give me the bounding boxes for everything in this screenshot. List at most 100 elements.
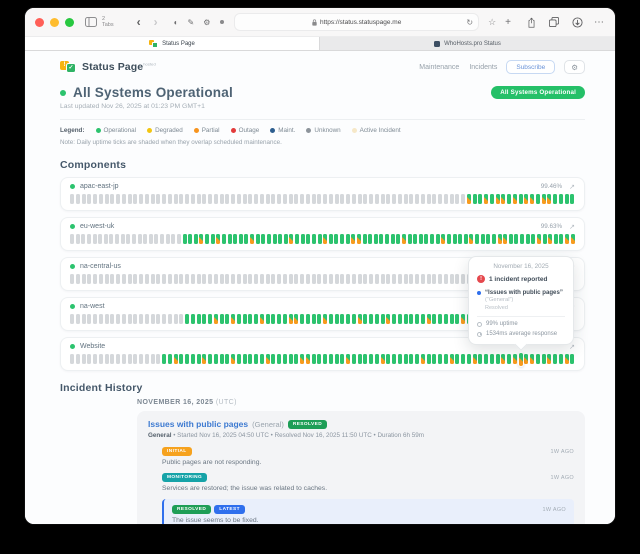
uptime-tick[interactable]	[179, 274, 184, 284]
uptime-tick[interactable]	[435, 234, 440, 244]
uptime-tick[interactable]	[199, 234, 204, 244]
reader-extension-icon[interactable]: ◐	[173, 17, 179, 27]
uptime-tick[interactable]	[167, 354, 172, 364]
uptime-tick[interactable]	[131, 234, 136, 244]
uptime-tick[interactable]	[380, 194, 385, 204]
expand-arrow-icon[interactable]: ↗	[569, 343, 575, 351]
uptime-tick[interactable]	[196, 354, 201, 364]
uptime-tick[interactable]	[438, 314, 443, 324]
uptime-tick[interactable]	[409, 274, 414, 284]
uptime-tick[interactable]	[162, 354, 167, 364]
reload-icon[interactable]: ↻	[466, 17, 474, 27]
uptime-tick[interactable]	[351, 354, 356, 364]
uptime-tick[interactable]	[87, 314, 92, 324]
uptime-tick[interactable]	[449, 314, 454, 324]
uptime-tick[interactable]	[179, 194, 184, 204]
uptime-tick[interactable]	[282, 354, 287, 364]
uptime-tick[interactable]	[311, 354, 316, 364]
uptime-tick[interactable]	[185, 274, 190, 284]
uptime-tick[interactable]	[87, 194, 92, 204]
uptime-tick[interactable]	[373, 234, 378, 244]
uptime-tick[interactable]	[346, 194, 351, 204]
uptime-tick[interactable]	[205, 234, 210, 244]
uptime-tick[interactable]	[397, 274, 402, 284]
uptime-tick[interactable]	[486, 234, 491, 244]
uptime-tick[interactable]	[289, 234, 294, 244]
uptime-tick[interactable]	[156, 274, 161, 284]
uptime-tick[interactable]	[346, 314, 351, 324]
uptime-tick[interactable]	[300, 234, 305, 244]
uptime-tick[interactable]	[484, 354, 489, 364]
uptime-tick[interactable]	[380, 354, 385, 364]
uptime-tick[interactable]	[415, 194, 420, 204]
uptime-tick[interactable]	[190, 274, 195, 284]
uptime-tick[interactable]	[202, 314, 207, 324]
uptime-tick[interactable]	[282, 314, 287, 324]
uptime-tick[interactable]	[70, 274, 75, 284]
uptime-tick[interactable]	[362, 234, 367, 244]
uptime-tick[interactable]	[484, 194, 489, 204]
uptime-tick[interactable]	[213, 354, 218, 364]
uptime-tick[interactable]	[452, 234, 457, 244]
uptime-tick[interactable]	[357, 274, 362, 284]
uptime-tick[interactable]	[530, 354, 535, 364]
uptime-tick[interactable]	[144, 354, 149, 364]
uptime-tick[interactable]	[93, 354, 98, 364]
uptime-tick[interactable]	[255, 234, 260, 244]
uptime-tick[interactable]	[542, 234, 547, 244]
uptime-tick[interactable]	[323, 354, 328, 364]
uptime-tick[interactable]	[139, 274, 144, 284]
uptime-tick[interactable]	[432, 274, 437, 284]
uptime-tick[interactable]	[409, 314, 414, 324]
uptime-tick[interactable]	[392, 354, 397, 364]
uptime-tick[interactable]	[233, 234, 238, 244]
tab-overview-icon[interactable]	[545, 17, 563, 27]
uptime-tick[interactable]	[438, 274, 443, 284]
uptime-tick[interactable]	[93, 194, 98, 204]
uptime-tick[interactable]	[455, 354, 460, 364]
uptime-tick[interactable]	[154, 234, 159, 244]
uptime-tick[interactable]	[340, 234, 345, 244]
uptime-tick[interactable]	[541, 354, 546, 364]
uptime-tick[interactable]	[185, 354, 190, 364]
uptime-tick[interactable]	[340, 194, 345, 204]
uptime-tick[interactable]	[374, 194, 379, 204]
uptime-tick[interactable]	[156, 354, 161, 364]
uptime-tick[interactable]	[346, 354, 351, 364]
uptime-tick[interactable]	[162, 194, 167, 204]
uptime-tick[interactable]	[165, 234, 170, 244]
uptime-tick[interactable]	[81, 274, 86, 284]
uptime-tick[interactable]	[127, 194, 132, 204]
uptime-tick[interactable]	[213, 274, 218, 284]
uptime-tick[interactable]	[104, 314, 109, 324]
uptime-tick[interactable]	[369, 274, 374, 284]
uptime-tick[interactable]	[311, 314, 316, 324]
uptime-tick[interactable]	[225, 314, 230, 324]
uptime-tick[interactable]	[127, 314, 132, 324]
uptime-tick[interactable]	[380, 274, 385, 284]
uptime-tick[interactable]	[363, 194, 368, 204]
uptime-tick[interactable]	[110, 354, 115, 364]
uptime-tick[interactable]	[323, 274, 328, 284]
uptime-tick[interactable]	[160, 234, 165, 244]
uptime-tick[interactable]	[386, 274, 391, 284]
uptime-tick[interactable]	[466, 194, 471, 204]
uptime-tick[interactable]	[409, 354, 414, 364]
uptime-tick[interactable]	[357, 354, 362, 364]
uptime-tick[interactable]	[328, 354, 333, 364]
uptime-tick[interactable]	[265, 354, 270, 364]
uptime-tick[interactable]	[524, 194, 529, 204]
uptime-tick[interactable]	[520, 234, 525, 244]
uptime-tick[interactable]	[139, 354, 144, 364]
uptime-tick[interactable]	[103, 234, 108, 244]
uptime-tick[interactable]	[261, 234, 266, 244]
uptime-tick[interactable]	[455, 274, 460, 284]
uptime-tick[interactable]	[446, 234, 451, 244]
uptime-tick[interactable]	[75, 234, 80, 244]
uptime-tick[interactable]	[137, 234, 142, 244]
uptime-tick[interactable]	[231, 194, 236, 204]
uptime-tick[interactable]	[196, 274, 201, 284]
uptime-tick[interactable]	[570, 194, 575, 204]
uptime-tick[interactable]	[93, 314, 98, 324]
uptime-tick[interactable]	[144, 314, 149, 324]
